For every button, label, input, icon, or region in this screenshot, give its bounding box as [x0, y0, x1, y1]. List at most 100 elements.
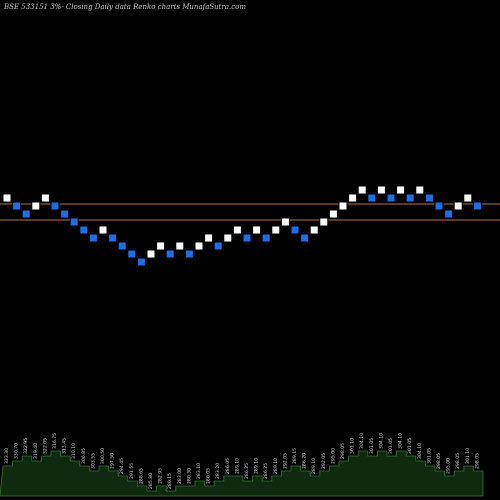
price-label: 295.00 [446, 458, 452, 474]
price-label: 291.55 [129, 463, 135, 479]
renko-brick [156, 241, 166, 251]
renko-brick [232, 225, 242, 235]
price-label: 322.95 [23, 438, 29, 454]
price-label: 286.05 [206, 468, 212, 484]
renko-brick [367, 193, 377, 203]
price-label: 313.45 [62, 438, 68, 454]
renko-brick [223, 233, 233, 243]
price-label: 300.50 [100, 448, 106, 464]
renko-brick [127, 249, 137, 259]
price-label: 289.10 [234, 458, 240, 474]
renko-brick [213, 241, 223, 251]
renko-brick [280, 217, 290, 227]
renko-brick [204, 233, 214, 243]
renko-brick [2, 193, 12, 203]
price-label: 298.05 [455, 453, 461, 469]
price-label: 292.05 [321, 453, 327, 469]
price-label: 304.10 [417, 443, 423, 459]
renko-brick [309, 225, 319, 235]
price-label: 304.10 [378, 433, 384, 449]
price-label: 280.15 [167, 473, 173, 489]
renko-brick [60, 209, 70, 219]
price-label: 283.20 [215, 463, 221, 479]
renko-brick [69, 217, 79, 227]
renko-brick [79, 225, 89, 235]
renko-brick [12, 201, 22, 211]
renko-brick [463, 193, 473, 203]
price-label: 295.00 [330, 448, 336, 464]
price-label: 286.05 [225, 458, 231, 474]
price-label: 283.10 [196, 463, 202, 479]
renko-brick [405, 193, 415, 203]
renko-brick [31, 201, 41, 211]
renko-brick [98, 225, 108, 235]
price-label: 298.05 [340, 443, 346, 459]
renko-brick [146, 249, 156, 259]
renko-brick [136, 257, 146, 267]
price-label: 294.45 [119, 458, 125, 474]
chart-title: BSE 533151 3%- Closing Daily data Renko … [4, 3, 247, 11]
renko-brick [40, 193, 50, 203]
reference-lines [0, 203, 500, 221]
renko-brick [453, 201, 463, 211]
renko-brick [319, 217, 329, 227]
price-label: 333.30 [4, 448, 10, 464]
price-label: 289.10 [311, 458, 317, 474]
renko-brick [290, 225, 300, 235]
price-label: 289.10 [273, 458, 279, 474]
price-label: 298.05 [474, 453, 480, 469]
price-label: 285.80 [148, 473, 154, 489]
price-label: 301.05 [407, 438, 413, 454]
volume-area-path [0, 450, 484, 497]
price-label: 304.10 [359, 433, 365, 449]
renko-brick [472, 201, 482, 211]
price-label: 301.05 [369, 438, 375, 454]
price-label: 301.10 [350, 438, 356, 454]
price-label: 301.05 [388, 438, 394, 454]
renko-brick [165, 249, 175, 259]
renko-brick [300, 233, 310, 243]
renko-brick [88, 233, 98, 243]
price-label: 289.15 [292, 448, 298, 464]
price-label: 288.65 [138, 468, 144, 484]
renko-brick [50, 201, 60, 211]
renko-bricks [2, 185, 482, 267]
renko-brick [271, 225, 281, 235]
renko-brick [415, 185, 425, 195]
renko-brick [242, 233, 252, 243]
renko-brick [434, 201, 444, 211]
renko-brick [184, 249, 194, 259]
price-label: 303.55 [90, 453, 96, 469]
renko-brick [338, 201, 348, 211]
price-label: 289.10 [254, 458, 260, 474]
price-label: 283.00 [177, 468, 183, 484]
renko-brick [194, 241, 204, 251]
renko-brick [424, 193, 434, 203]
renko-brick [357, 185, 367, 195]
price-label: 286.25 [244, 463, 250, 479]
price-label: 316.75 [52, 433, 58, 449]
price-label: 310.10 [71, 443, 77, 459]
price-label: 319.40 [33, 443, 39, 459]
price-label: 322.05 [42, 438, 48, 454]
renko-brick [175, 241, 185, 251]
renko-brick [252, 225, 262, 235]
renko-brick [328, 209, 338, 219]
price-label: 306.85 [81, 448, 87, 464]
price-labels: 333.30 330.70 322.95 319.40 322.05 316.75 313.… [4, 433, 480, 489]
price-label: 304.10 [398, 433, 404, 449]
volume-area [0, 450, 484, 497]
price-label: 330.70 [14, 443, 20, 459]
price-label: 301.05 [426, 448, 432, 464]
price-label: 280.30 [186, 468, 192, 484]
renko-brick [21, 209, 31, 219]
renko-brick [261, 233, 271, 243]
price-label: 301.10 [465, 448, 471, 464]
renko-brick [396, 185, 406, 195]
price-label: 297.50 [110, 453, 116, 469]
renko-brick [444, 209, 454, 219]
price-label: 286.20 [302, 453, 308, 469]
renko-brick [348, 193, 358, 203]
price-label: 298.05 [436, 453, 442, 469]
